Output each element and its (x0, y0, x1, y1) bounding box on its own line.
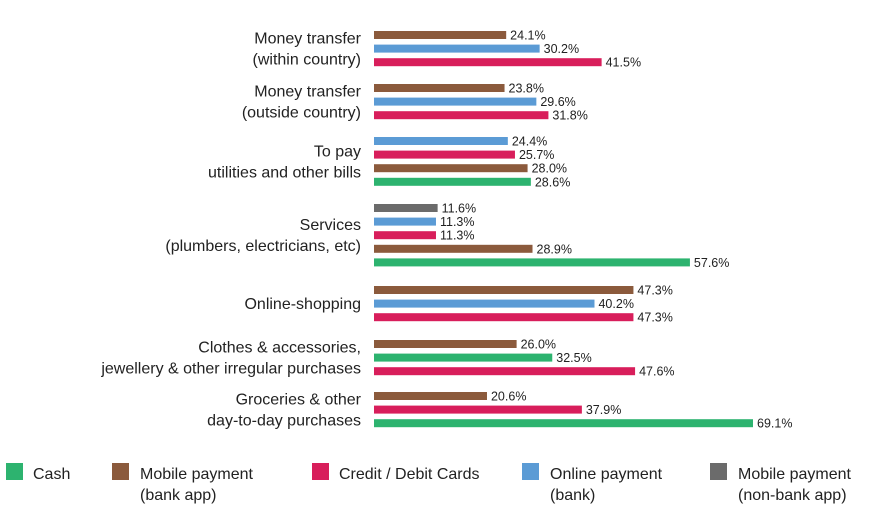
bar-value-label: 69.1% (757, 417, 792, 431)
bar-value-label: 40.2% (598, 297, 633, 311)
bar-value-label: 47.3% (637, 284, 672, 298)
category-label: Money transfer (254, 31, 361, 48)
category-label: (plumbers, electricians, etc) (165, 238, 361, 255)
bar-online_bank (374, 137, 508, 145)
bar-mobile_bank (374, 244, 533, 253)
bar-mobile_bank (374, 392, 487, 400)
bar-card (374, 58, 602, 67)
legend-swatch-mobile_bank (112, 463, 129, 480)
category-label: (within country) (253, 52, 361, 69)
bar-value-label: 28.0% (532, 162, 567, 176)
bar-card (374, 367, 636, 376)
bar-cash (374, 353, 553, 362)
bar-value-label: 47.6% (639, 365, 674, 379)
bar-value-label: 23.8% (509, 82, 544, 96)
bar-mobile_bank (374, 340, 517, 348)
bar-value-label: 28.9% (537, 242, 572, 256)
bar-value-label: 26.0% (521, 338, 556, 352)
bar-cash (374, 419, 753, 428)
bar-mobile_bank (374, 164, 528, 173)
legend-label-card: Credit / Debit Cards (339, 466, 480, 483)
legend-label-mobile_nonbank: (non-bank app) (738, 487, 847, 504)
bar-online_bank (374, 97, 537, 106)
bar-value-label: 24.4% (512, 135, 547, 149)
category-label: jewellery & other irregular purchases (100, 361, 361, 378)
bar-mobile_bank (374, 286, 634, 294)
bar-value-label: 32.5% (556, 351, 591, 365)
bar-value-label: 47.3% (637, 311, 672, 325)
bar-mobile_bank (374, 84, 505, 92)
bar-cash (374, 177, 531, 186)
legend-label-online_bank: Online payment (550, 466, 663, 483)
legend-swatch-mobile_nonbank (710, 463, 727, 480)
bar-value-label: 11.6% (442, 202, 477, 216)
bar-value-label: 28.6% (535, 175, 570, 189)
category-label: utilities and other bills (208, 164, 361, 181)
category-label: (outside country) (242, 105, 361, 122)
legend-label-mobile_bank: (bank app) (140, 487, 217, 504)
category-label: To pay (314, 143, 361, 160)
bar-value-label: 20.6% (491, 390, 526, 404)
category-labels: Money transfer (within country) Money tran… (100, 31, 361, 430)
category-label: Money transfer (254, 84, 361, 101)
legend: Cash Mobile payment (bank app) Credit / Deb… (6, 463, 852, 504)
bar-card (374, 150, 515, 159)
category-label: Groceries & other (236, 392, 362, 409)
bar-card (374, 111, 549, 120)
bar-value-label: 37.9% (586, 403, 621, 417)
bar-cash (374, 258, 690, 267)
bars: 24.1%30.2% 41.5% 23.8%29.6%31.8% 24.4%25.7%… (374, 29, 792, 431)
legend-label-mobile_bank: Mobile payment (140, 466, 254, 483)
bar-card (374, 405, 582, 414)
bar-value-label: 29.6% (540, 95, 575, 109)
bar-mobile_nonbank (374, 204, 438, 212)
legend-swatch-online_bank (522, 463, 539, 480)
legend-swatch-cash (6, 463, 23, 480)
legend-label-mobile_nonbank: Mobile payment (738, 466, 852, 483)
bar-mobile_bank (374, 31, 507, 39)
bar-online_bank (374, 217, 436, 226)
legend-label-online_bank: (bank) (550, 487, 595, 504)
bar-value-label: 41.5% (606, 56, 641, 70)
bar-card (374, 231, 436, 240)
bar-value-label: 11.3% (440, 215, 475, 229)
bar-online_bank (374, 44, 540, 53)
bar-value-label: 11.3% (440, 229, 475, 243)
bar-card (374, 313, 634, 322)
bar-value-label: 30.2% (544, 42, 579, 56)
category-label: Clothes & accessories, (198, 340, 361, 357)
bar-value-label: 31.8% (552, 109, 587, 123)
legend-swatch-card (312, 463, 329, 480)
category-label: day-to-day purchases (207, 413, 361, 430)
bar-online_bank (374, 299, 595, 308)
legend-label-cash: Cash (33, 466, 70, 483)
bar-value-label: 25.7% (519, 148, 554, 162)
bar-value-label: 57.6% (694, 256, 729, 270)
category-label: Online-shopping (244, 296, 361, 313)
category-label: Services (300, 217, 361, 234)
bar-value-label: 24.1% (510, 29, 545, 43)
